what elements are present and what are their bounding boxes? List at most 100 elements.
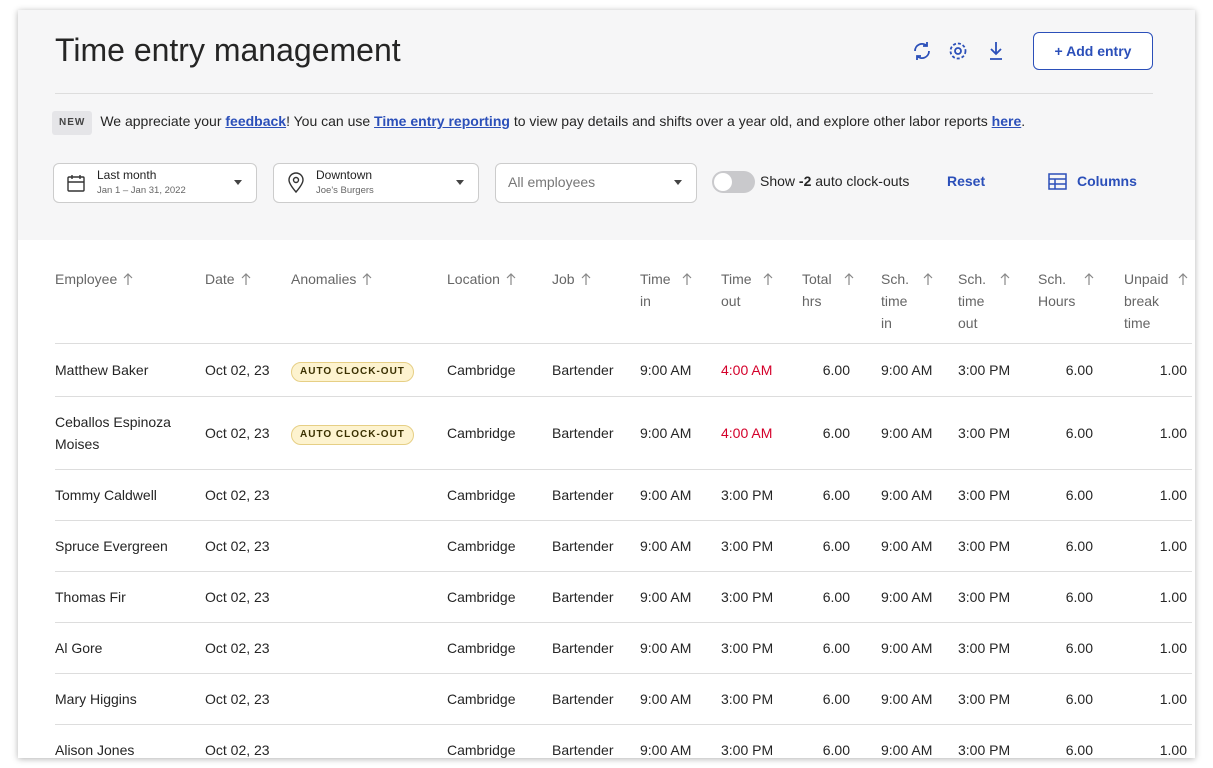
sort-arrow[interactable]: [682, 272, 692, 286]
table-cell: 6.00: [1038, 673, 1124, 725]
banner-link[interactable]: feedback: [225, 113, 287, 129]
sort-arrow[interactable]: [123, 272, 133, 286]
cell-text: 9:00 AM: [640, 487, 692, 503]
toggle-label: Show -2 auto clock-outs: [760, 173, 909, 189]
table-row: Tommy Caldwell Oct 02, 23 Cambridge Bartend…: [55, 469, 1192, 521]
table-cell: 9:00 AM: [881, 622, 958, 674]
cell-text: 3:00 PM: [958, 538, 1011, 554]
table-cell: 3:00 PM: [958, 343, 1038, 397]
cell-text: 9:00 AM: [640, 742, 692, 758]
sort-arrow[interactable]: [1178, 272, 1188, 286]
table-cell: 3:00 PM: [958, 520, 1038, 572]
header-cell: Employee: [55, 268, 133, 290]
sort-arrow[interactable]: [1084, 272, 1094, 286]
table-cell: 3:00 PM: [958, 469, 1038, 521]
cell-text: 1.00: [1159, 742, 1187, 758]
column-header: Time out: [721, 240, 802, 344]
date-filter[interactable]: Last month Jan 1 – Jan 31, 2022: [53, 163, 257, 203]
table-cell: 1.00: [1124, 673, 1192, 725]
sort-arrow[interactable]: [581, 272, 591, 286]
add-entry-button[interactable]: + Add entry: [1033, 32, 1153, 70]
caret: [456, 180, 464, 185]
time-table: Employee Date Anomalies Location Job Time in T…: [55, 240, 1192, 758]
cell-text: 6.00: [822, 589, 850, 605]
cell-text: Oct 02, 23: [205, 487, 270, 503]
table-row: Spruce Evergreen Oct 02, 23 Cambridge Barte…: [55, 520, 1192, 572]
sort-arrow[interactable]: [506, 272, 516, 286]
cell-text: 9:00 AM: [640, 362, 692, 378]
table-cell: 3:00 PM: [721, 724, 802, 758]
table-cell: 6.00: [1038, 343, 1124, 397]
table-cell: 9:00 AM: [640, 520, 721, 572]
header-label: Total hrs: [802, 271, 832, 309]
cell-text: Oct 02, 23: [205, 425, 270, 441]
banner-link[interactable]: here: [991, 113, 1022, 129]
table-cell: Matthew Baker: [55, 343, 205, 397]
table-cell: 6.00: [1038, 469, 1124, 521]
cell-text: 1.00: [1159, 425, 1187, 441]
cell-text: Bartender: [552, 742, 614, 758]
sort-arrow[interactable]: [362, 272, 372, 286]
table-cell: [291, 673, 447, 725]
pin-icon: [288, 172, 304, 194]
cell-text: 3:00 PM: [721, 538, 774, 554]
cell-text: 9:00 AM: [881, 691, 933, 707]
table-cell: Oct 02, 23: [205, 520, 291, 572]
toggle[interactable]: [712, 171, 755, 193]
sort-arrow[interactable]: [923, 272, 933, 286]
reset-button[interactable]: Reset: [947, 173, 986, 189]
cell-text: 1.00: [1159, 640, 1187, 656]
table-cell: 6.00: [802, 571, 881, 623]
sort-arrow[interactable]: [763, 272, 773, 286]
employee-filter[interactable]: All employees: [495, 163, 697, 203]
table-cell: 9:00 AM: [640, 571, 721, 623]
table-cell: Bartender: [552, 724, 640, 758]
table-cell: 9:00 AM: [640, 343, 721, 397]
divider: [55, 93, 1153, 94]
cell-text: 3:00 PM: [958, 425, 1011, 441]
table-cell: 3:00 PM: [721, 622, 802, 674]
cell-text: Cambridge: [447, 589, 516, 605]
table-cell: Oct 02, 23: [205, 571, 291, 623]
columns-button[interactable]: Columns: [1077, 173, 1137, 189]
cell-text: 6.00: [1065, 589, 1093, 605]
cell-text: 3:00 PM: [958, 742, 1011, 758]
table-cell: Thomas Fir: [55, 571, 205, 623]
cell-text: 9:00 AM: [881, 538, 933, 554]
table-cell: Oct 02, 23: [205, 396, 291, 470]
toolbar-icons[interactable]: [910, 39, 1020, 63]
cell-text: Al Gore: [55, 640, 103, 656]
table-cell: 9:00 AM: [640, 724, 721, 758]
sort-arrow[interactable]: [1000, 272, 1010, 286]
table-cell: 9:00 AM: [881, 343, 958, 397]
cell-text: 6.00: [1065, 691, 1093, 707]
cell-text: 3:00 PM: [721, 742, 774, 758]
sort-arrow[interactable]: [844, 272, 854, 286]
cell-text: 9:00 AM: [881, 640, 933, 656]
cell-text: 6.00: [822, 640, 850, 656]
table-cell: Cambridge: [447, 520, 552, 572]
banner-link[interactable]: Time entry reporting: [374, 113, 510, 129]
cell-text: 9:00 AM: [640, 425, 692, 441]
cell-text: 9:00 AM: [640, 538, 692, 554]
table-cell: Cambridge: [447, 343, 552, 397]
table-cell: 1.00: [1124, 571, 1192, 623]
table-cell: 1.00: [1124, 622, 1192, 674]
table-cell: [291, 724, 447, 758]
cell-text: 4:00 AM: [721, 425, 773, 441]
header-cell: Sch. time in: [881, 268, 933, 334]
sort-arrow[interactable]: [241, 272, 251, 286]
table-cell: 9:00 AM: [640, 469, 721, 521]
table-row: Alison Jones Oct 02, 23 Cambridge Bartender…: [55, 724, 1192, 758]
table-cell: [291, 571, 447, 623]
table-cell: Cambridge: [447, 571, 552, 623]
table-cell: 6.00: [1038, 396, 1124, 470]
cell-text: 3:00 PM: [958, 691, 1011, 707]
cell-text: 3:00 PM: [721, 487, 774, 503]
location-filter[interactable]: Downtown Joe's Burgers: [273, 163, 479, 203]
header-cell: Sch. time out: [958, 268, 1010, 334]
cell-text: 3:00 PM: [958, 362, 1011, 378]
header-cell: Time out: [721, 268, 773, 312]
table-cell: 6.00: [1038, 520, 1124, 572]
table-cell: 9:00 AM: [640, 396, 721, 470]
